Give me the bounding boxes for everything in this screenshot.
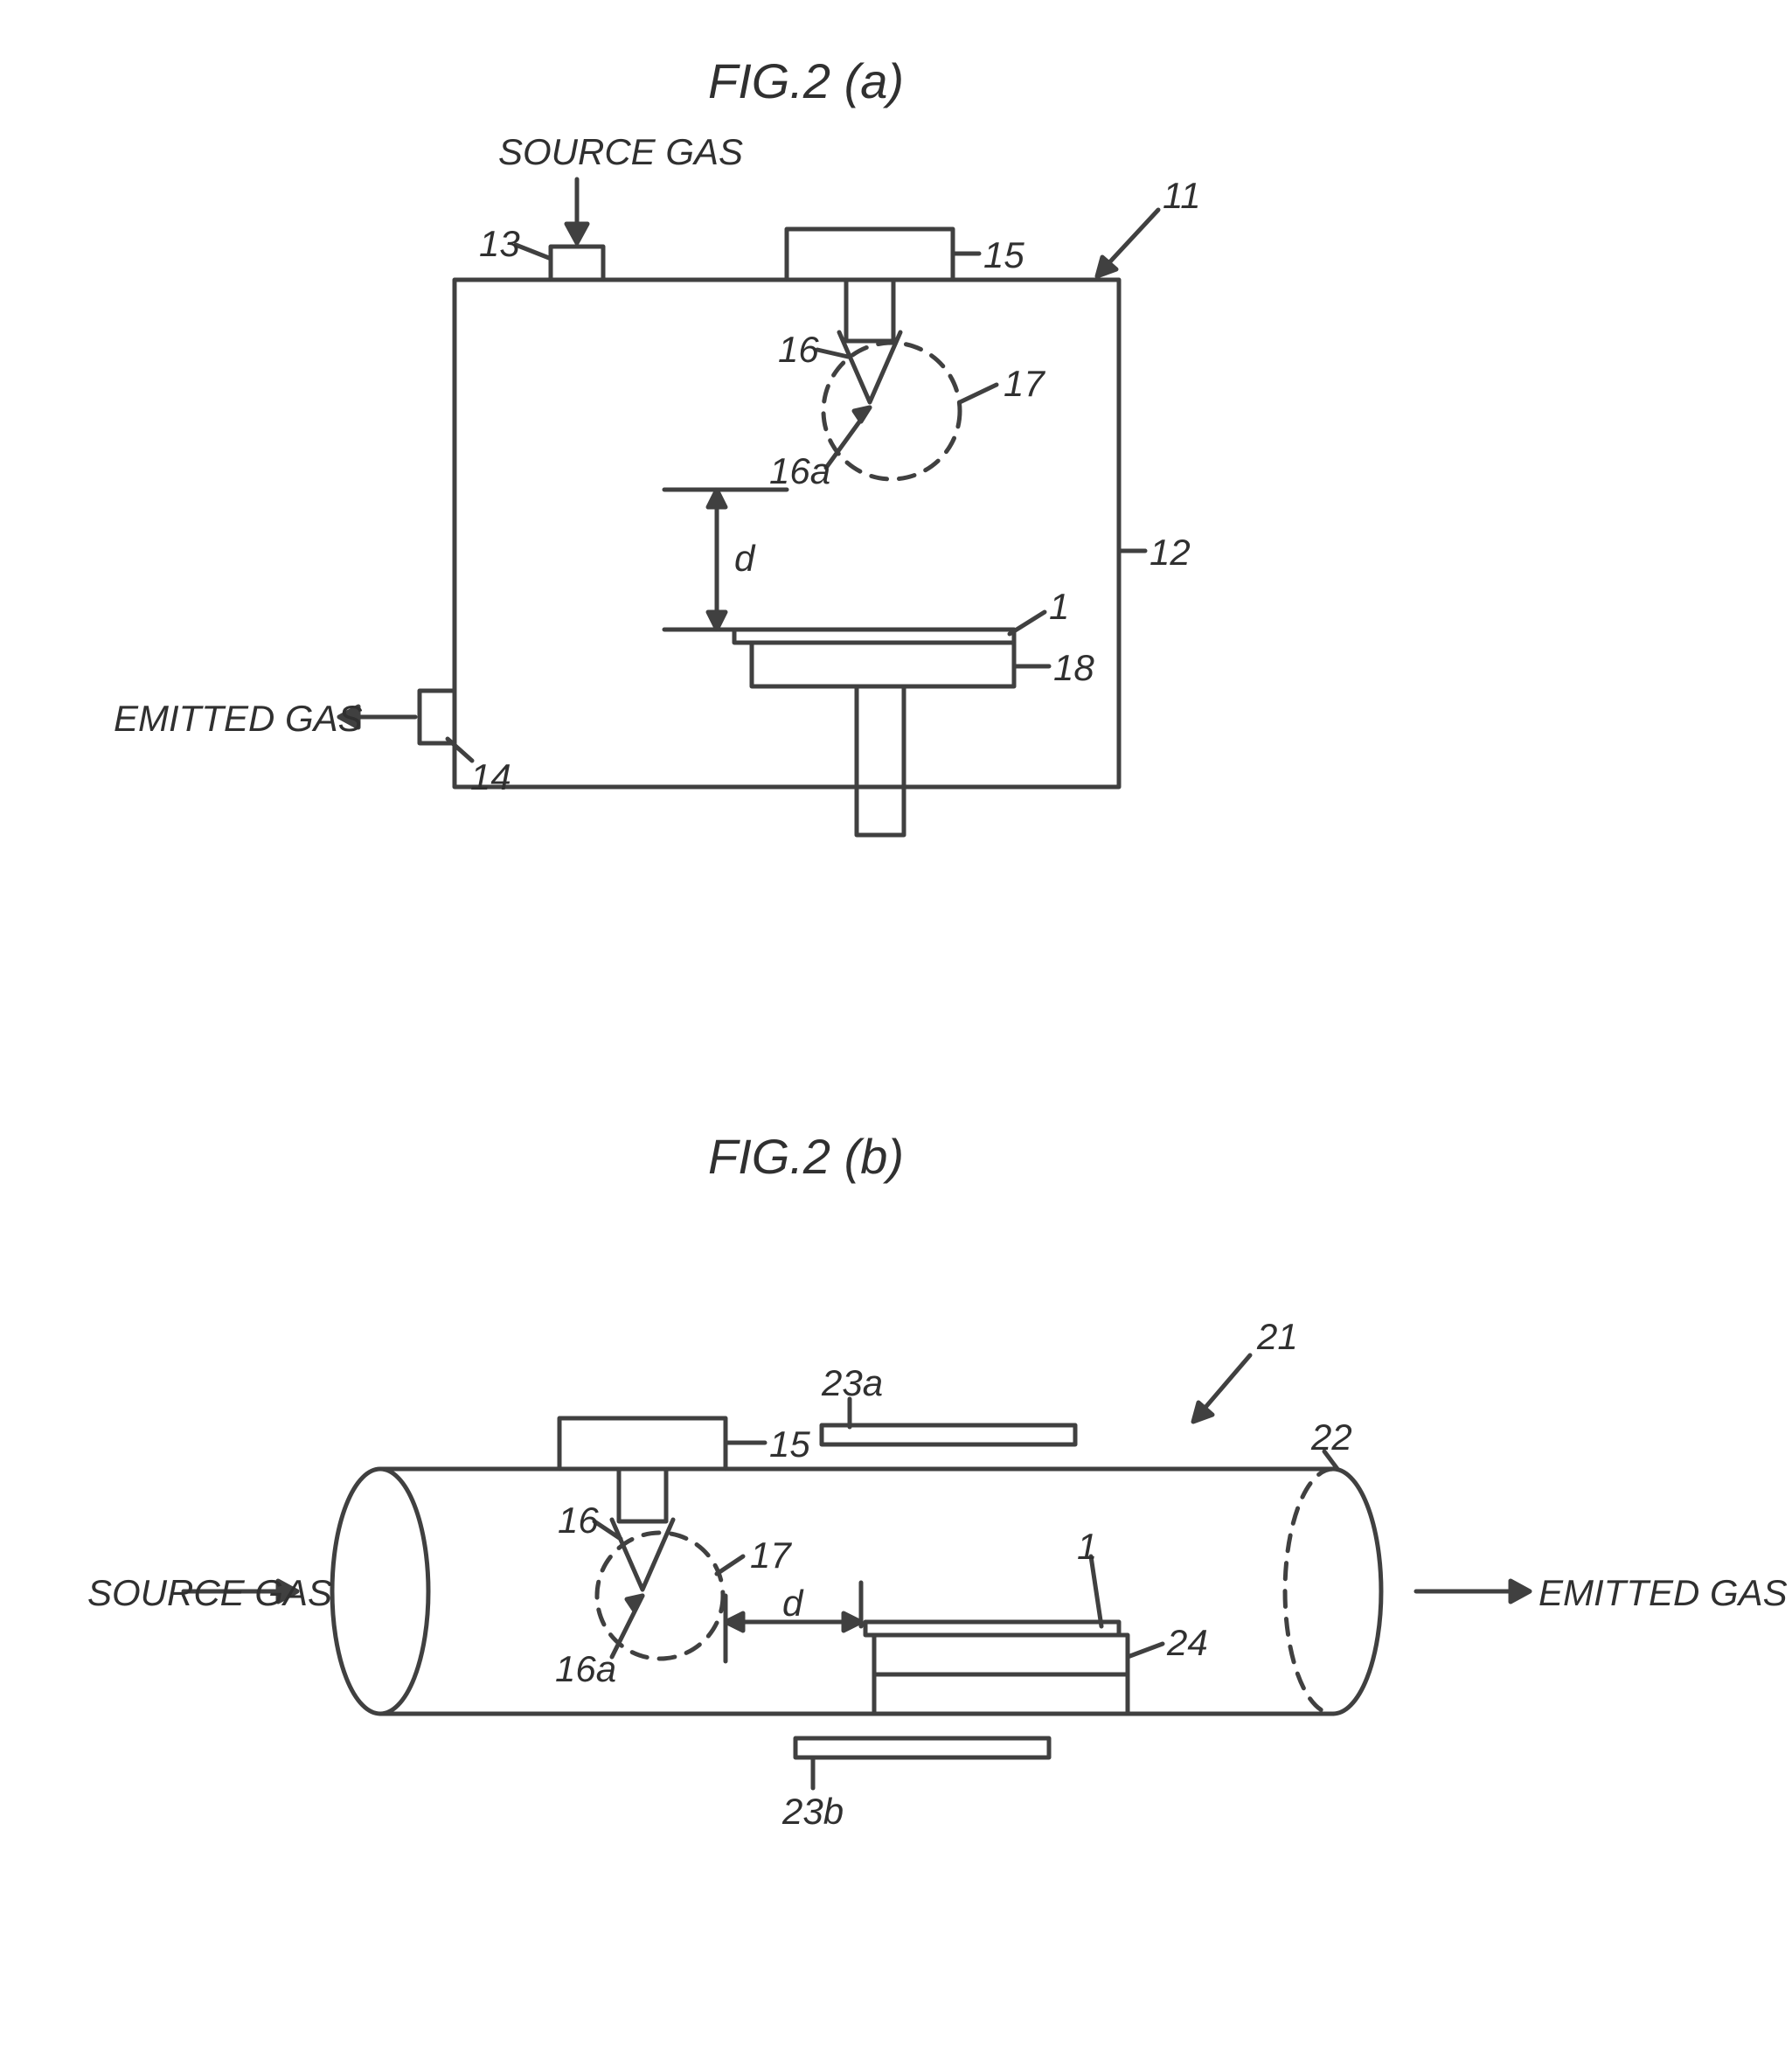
figB-ref-16: 16 — [558, 1500, 599, 1542]
figA-ref-14: 14 — [470, 756, 511, 798]
figB-ref-23a: 23a — [822, 1362, 883, 1404]
figB-ref-24: 24 — [1167, 1622, 1208, 1664]
figA-ref-11: 11 — [1163, 175, 1201, 217]
figB-ref-23b: 23b — [782, 1791, 844, 1833]
figB-ref-17: 17 — [750, 1535, 791, 1576]
figA-ref-1: 1 — [1049, 586, 1069, 628]
figA-ref-16a: 16a — [769, 450, 830, 492]
figA-source-gas: SOURCE GAS — [498, 131, 743, 173]
figB-dim-d: d — [782, 1583, 802, 1625]
figA-ref-15: 15 — [983, 234, 1024, 276]
figA-dim-d: d — [734, 538, 754, 580]
figB-ref-15: 15 — [769, 1423, 810, 1465]
figB-ref-1: 1 — [1077, 1526, 1097, 1568]
figA-ref-16: 16 — [778, 329, 819, 371]
figB-source-gas: SOURCE GAS — [87, 1572, 332, 1614]
figB-ref-21: 21 — [1257, 1316, 1298, 1358]
figB-emitted-gas: EMITTED GAS — [1538, 1572, 1788, 1614]
figA-ref-17: 17 — [1004, 363, 1045, 405]
figA-ref-13: 13 — [479, 223, 520, 265]
page: FIG.2 (a) — [0, 0, 1792, 2067]
figA-emitted-gas: EMITTED GAS — [114, 698, 363, 740]
figA-ref-18: 18 — [1053, 647, 1094, 689]
figB-svg — [0, 1049, 1792, 1924]
figB-ref-22: 22 — [1311, 1416, 1352, 1458]
figA-svg — [0, 0, 1792, 962]
figB-ref-16a: 16a — [555, 1648, 616, 1690]
figA-ref-12: 12 — [1150, 532, 1191, 574]
